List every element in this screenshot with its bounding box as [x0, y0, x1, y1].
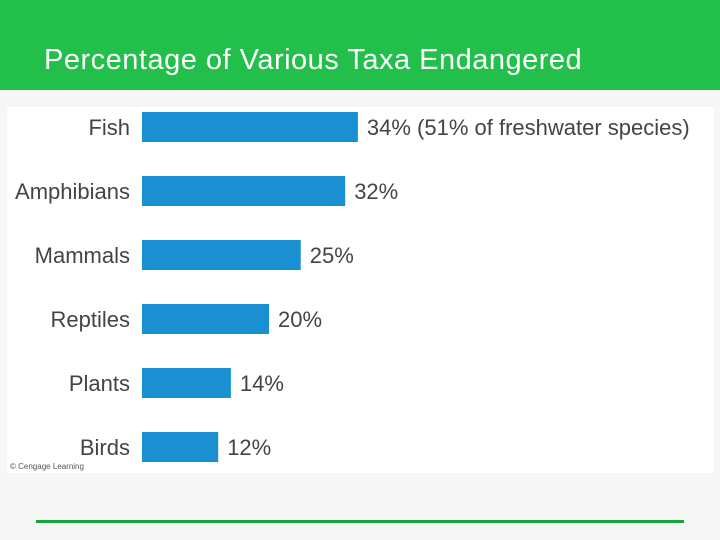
category-label-amphibians: Amphibians	[15, 179, 130, 204]
category-label-mammals: Mammals	[35, 243, 130, 268]
value-label-plants: 14%	[240, 371, 284, 396]
bar-chart: Fish 34% (51% of freshwater species) Amphi…	[15, 112, 690, 462]
category-label-plants: Plants	[69, 371, 130, 396]
bar-mammals	[142, 240, 301, 270]
bar-fish	[142, 112, 358, 142]
bar-reptiles	[142, 304, 269, 334]
bar-plants	[142, 368, 231, 398]
chart-panel: Fish 34% (51% of freshwater species) Amphi…	[7, 107, 714, 473]
value-label-birds: 12%	[227, 435, 271, 460]
value-label-reptiles: 20%	[278, 307, 322, 332]
category-label-birds: Birds	[80, 435, 130, 460]
slide-title: Percentage of Various Taxa Endangered	[44, 44, 583, 76]
footer-divider	[36, 520, 684, 523]
title-bar: Percentage of Various Taxa Endangered	[0, 0, 720, 90]
value-label-amphibians: 32%	[354, 179, 398, 204]
category-label-reptiles: Reptiles	[51, 307, 130, 332]
copyright-credit: © Cengage Learning	[10, 462, 84, 471]
bar-birds	[142, 432, 219, 462]
category-label-fish: Fish	[88, 115, 130, 140]
value-label-mammals: 25%	[310, 243, 354, 268]
value-label-fish: 34% (51% of freshwater species)	[367, 115, 690, 140]
bar-amphibians	[142, 176, 346, 206]
